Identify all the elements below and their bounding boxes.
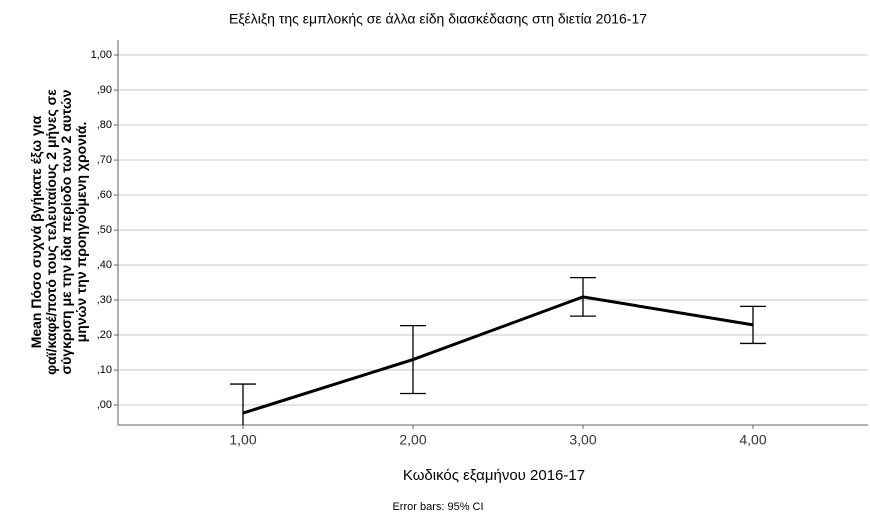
note: Error bars: 95% CI — [392, 501, 483, 513]
plot — [230, 277, 766, 425]
x-tick-label: 1,00 — [229, 432, 256, 448]
x-tick-label: 3,00 — [569, 432, 596, 448]
y-axis-label-line: Mean Πόσο συχνά βγήκατε έξω για — [28, 115, 44, 348]
y-axis-label-line: μηνών την προηγούμενη χρονιά. — [73, 122, 89, 343]
y-tick-label: ,80 — [97, 119, 112, 131]
y-tick-label: ,90 — [97, 84, 112, 96]
y-tick-label: ,30 — [97, 294, 112, 306]
y-axis-label-line: φαϊ/καφέ/ποτό τους τελευταίους 2 μήνες σ… — [43, 89, 59, 375]
y-axis-label: Mean Πόσο συχνά βγήκατε έξω για φαϊ/καφέ/… — [28, 89, 89, 375]
x-tick-label: 4,00 — [739, 432, 766, 448]
y-tick-label: 1,00 — [91, 49, 112, 61]
y-axis-label-line: σύγκριση με την ίδια περίοδο των 2 αυτών — [58, 89, 74, 374]
x-tick-label: 2,00 — [399, 432, 426, 448]
y-tick-label: ,70 — [97, 154, 112, 166]
x-axis-label: Κωδικός εξαμήνου 2016-17 — [403, 467, 585, 484]
line — [242, 295, 754, 415]
y-tick-label: ,40 — [97, 259, 112, 271]
y-tick-label: ,10 — [97, 364, 112, 376]
y-tick-label: ,60 — [97, 189, 112, 201]
y-tick-label: ,20 — [97, 329, 112, 341]
y-tick-label: ,00 — [97, 399, 112, 411]
chart-title: Εξέλιξη της εμπλοκής σε άλλα είδη διασκέ… — [229, 11, 647, 27]
y-tick-label: ,50 — [97, 224, 112, 236]
